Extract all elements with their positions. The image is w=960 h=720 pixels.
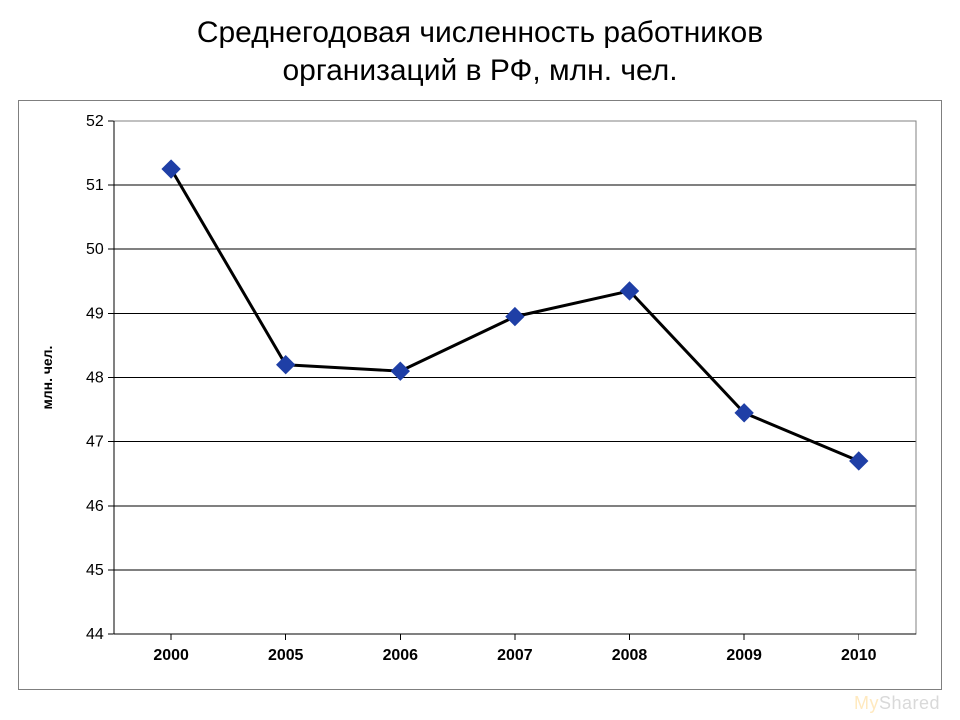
watermark: MyShared (854, 693, 940, 714)
chart-frame: 44 45 46 47 48 49 50 51 52 2000 2005 2006 2007 2008 20… (18, 100, 942, 690)
svg-text:2006: 2006 (383, 647, 419, 664)
svg-text:50: 50 (86, 241, 104, 258)
chart-title: Среднегодовая численность работников орг… (0, 0, 960, 97)
chart-title-line2: организаций в РФ, млн. чел. (282, 54, 677, 87)
svg-text:52: 52 (86, 113, 104, 130)
svg-text:млн. чел.: млн. чел. (39, 346, 55, 410)
line-chart: 44 45 46 47 48 49 50 51 52 2000 2005 2006 2007 2008 20… (19, 101, 941, 689)
svg-text:2005: 2005 (268, 647, 304, 664)
svg-text:45: 45 (86, 562, 104, 579)
svg-text:49: 49 (86, 305, 104, 322)
svg-text:47: 47 (86, 434, 104, 451)
svg-text:48: 48 (86, 370, 104, 387)
svg-text:2008: 2008 (612, 647, 648, 664)
svg-text:44: 44 (86, 626, 104, 643)
watermark-part-b: Shared (879, 693, 940, 713)
page: Среднегодовая численность работников орг… (0, 0, 960, 720)
svg-text:2010: 2010 (841, 647, 877, 664)
svg-text:51: 51 (86, 177, 104, 194)
svg-text:2007: 2007 (497, 647, 533, 664)
svg-text:2009: 2009 (726, 647, 762, 664)
watermark-part-a: My (854, 693, 879, 713)
svg-text:46: 46 (86, 498, 104, 515)
chart-title-line1: Среднегодовая численность работников (197, 16, 763, 49)
svg-text:2000: 2000 (153, 647, 189, 664)
